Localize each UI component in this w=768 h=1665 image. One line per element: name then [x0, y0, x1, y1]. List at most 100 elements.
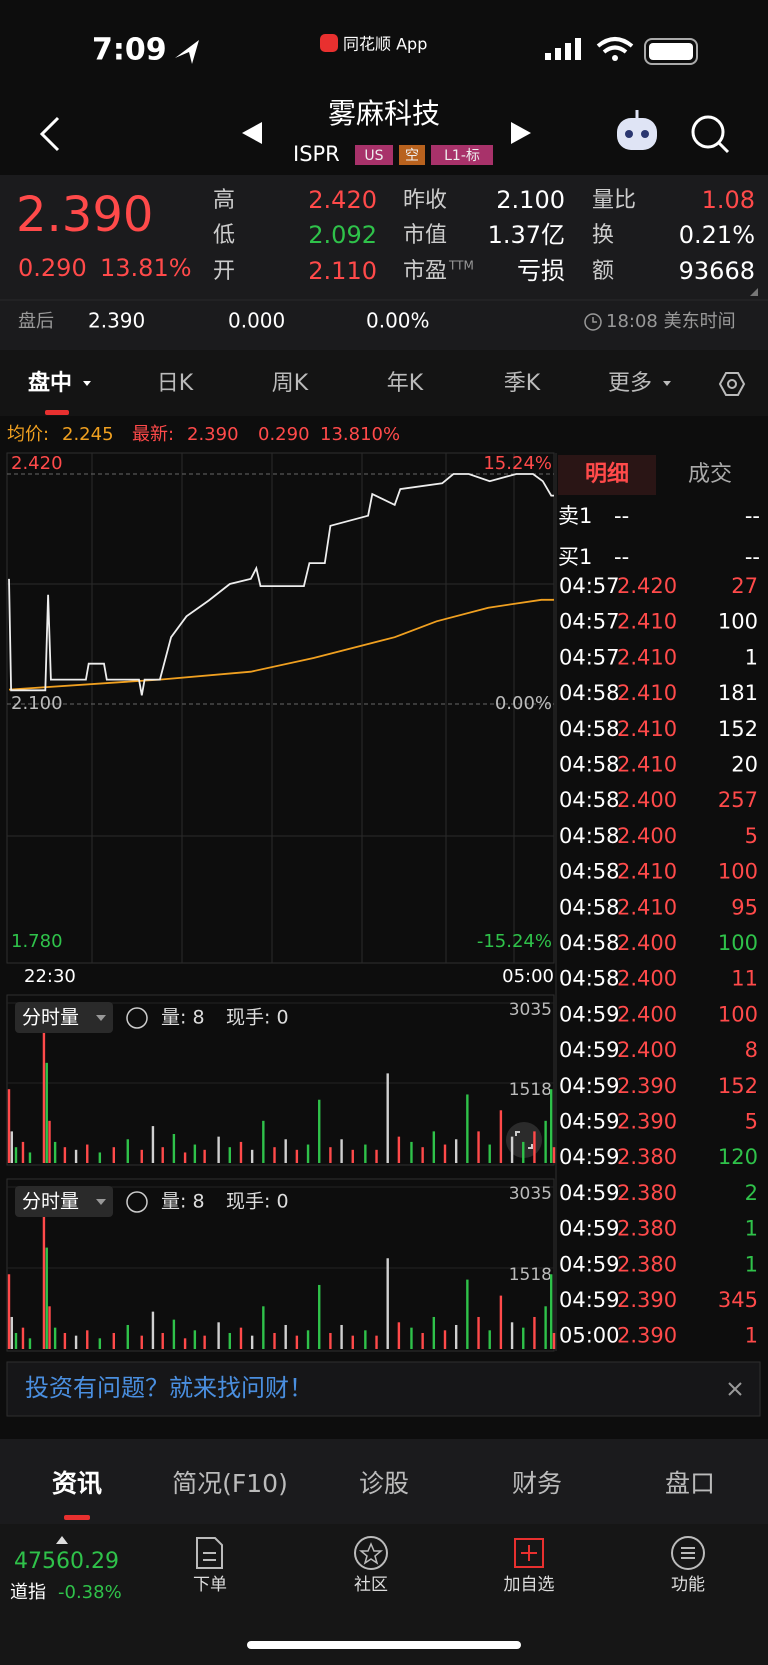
volume-bar	[499, 1295, 503, 1349]
side-tab[interactable]: 成交	[688, 462, 732, 487]
volume-bar	[375, 1335, 378, 1349]
volume-bar	[329, 1332, 332, 1349]
trade-time: 04:59	[559, 1110, 620, 1134]
volume-selector[interactable]	[15, 1186, 113, 1217]
tab[interactable]: 年K	[387, 371, 424, 396]
field-label: 昨收	[403, 188, 447, 213]
settings-button[interactable]	[718, 372, 746, 396]
trade-time: 04:57	[559, 574, 620, 598]
trade-volume: 8	[745, 1038, 758, 1062]
x-label-end: 05:00	[502, 966, 554, 987]
bottom-tab[interactable]: 诊股	[359, 1469, 409, 1498]
bottom-tab[interactable]: 简况(F10)	[172, 1469, 288, 1498]
volume-bar	[410, 1141, 413, 1163]
volume-selector[interactable]	[15, 1002, 113, 1033]
volume-tick-label: 1518	[509, 1080, 552, 1100]
stock-name: 雾麻科技	[328, 97, 440, 130]
bottom-tab[interactable]: 资讯	[52, 1469, 102, 1498]
tab[interactable]: 周K	[272, 371, 309, 396]
banner-close[interactable]	[728, 1382, 742, 1396]
price-change: 0.290	[18, 254, 87, 282]
status-app: 同花顺 App	[343, 35, 427, 54]
volume-bar	[522, 1141, 525, 1163]
trade-price: 2.380	[617, 1217, 677, 1241]
volume-bar	[443, 1330, 447, 1349]
volume-bar	[203, 1335, 206, 1349]
tab[interactable]: 更多	[608, 371, 652, 396]
tab[interactable]: 日K	[157, 371, 194, 396]
action-label[interactable]: 社区	[354, 1575, 388, 1595]
x-label-start: 22:30	[24, 966, 76, 987]
action-label[interactable]: 下单	[193, 1575, 227, 1595]
volume-bar	[522, 1327, 525, 1349]
trade-volume: 27	[731, 574, 758, 598]
volume-title: 分时量	[22, 1191, 79, 1213]
banner-text[interactable]: 投资有问题？就来找问财！	[25, 1374, 313, 1402]
trade-time: 04:58	[559, 860, 620, 884]
back-button[interactable]	[39, 116, 60, 152]
trade-price: 2.380	[617, 1145, 677, 1169]
volume-bar	[432, 1131, 436, 1163]
tag-bg	[399, 145, 425, 165]
volume-bar	[14, 1332, 18, 1349]
afterhours-pct: 0.00%	[366, 309, 430, 333]
trade-time: 04:58	[559, 824, 620, 848]
volume-bar	[74, 1335, 78, 1349]
search-button[interactable]	[691, 115, 730, 154]
volume-bar	[86, 1144, 89, 1163]
field-label: 额	[592, 259, 614, 284]
prev-stock[interactable]	[242, 122, 262, 144]
trade-volume: 100	[718, 931, 758, 955]
bottom-tab[interactable]: 财务	[512, 1469, 562, 1498]
tab[interactable]: 季K	[504, 371, 541, 396]
volume-bar	[28, 1338, 32, 1349]
volume-bar	[544, 1120, 547, 1163]
bottom-tab[interactable]: 盘口	[665, 1469, 715, 1498]
help-icon	[126, 1007, 148, 1029]
volume-bar	[552, 1332, 556, 1349]
signal-icon	[545, 38, 581, 60]
quote-panel	[0, 175, 768, 350]
volume-bar	[98, 1338, 102, 1349]
robot-icon[interactable]	[617, 110, 657, 150]
next-stock[interactable]	[511, 122, 531, 144]
volume-bar	[284, 1324, 287, 1349]
sell-label: 卖1	[558, 504, 592, 528]
volume-bar	[454, 1324, 458, 1349]
menu-icon	[671, 1536, 705, 1570]
volume-bar	[318, 1099, 321, 1163]
field-label: 量比	[592, 188, 636, 213]
wifi-icon	[596, 37, 634, 54]
tab[interactable]: 盘中	[28, 370, 72, 396]
volume-tick-label: 3035	[509, 1000, 552, 1020]
volume-hand: 现手: 0	[226, 1191, 289, 1213]
volume-bar	[98, 1152, 102, 1163]
volume-bar	[21, 1141, 25, 1163]
volume-bar	[42, 1187, 46, 1349]
trade-volume: 345	[718, 1288, 758, 1312]
index-value[interactable]: 47560.29	[14, 1549, 119, 1574]
action-label[interactable]: 加自选	[504, 1575, 555, 1595]
trade-price: 2.400	[617, 1038, 677, 1062]
trade-price: 2.410	[617, 681, 677, 705]
afterhours-label: 盘后	[18, 311, 54, 332]
volume-bar	[172, 1319, 176, 1349]
volume-bar	[499, 1110, 503, 1163]
trade-time: 04:58	[559, 931, 620, 955]
trade-volume: 1	[745, 645, 758, 669]
trade-price: 2.400	[617, 824, 677, 848]
tag: L1-标	[444, 148, 480, 164]
action-label[interactable]: 功能	[671, 1575, 705, 1595]
last-label: 最新:	[132, 424, 174, 445]
app-icon	[320, 34, 338, 52]
volume-bar	[86, 1330, 89, 1349]
banner[interactable]	[6, 1361, 761, 1417]
bottom-tab-underline	[64, 1515, 90, 1520]
side-tab[interactable]: 明细	[585, 461, 629, 487]
tag: US	[364, 148, 383, 164]
volume-bar	[421, 1332, 424, 1349]
expand-button[interactable]	[506, 1122, 542, 1158]
trade-price: 2.410	[617, 860, 677, 884]
volume-bar	[318, 1284, 321, 1349]
volume-bar	[329, 1147, 332, 1163]
